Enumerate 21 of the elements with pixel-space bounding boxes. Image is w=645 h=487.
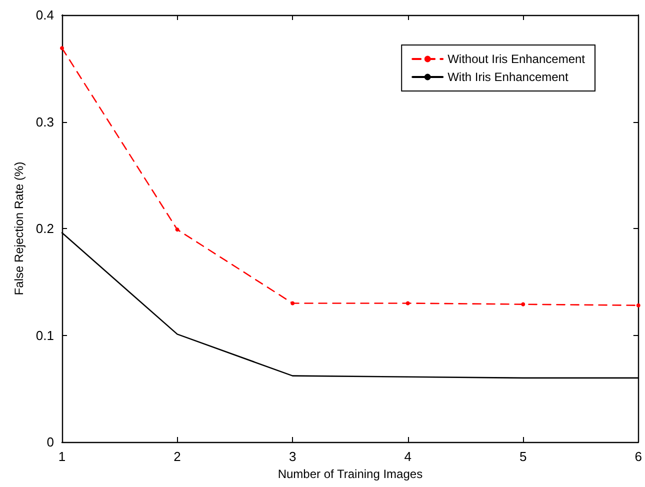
- x-tick-label: 4: [404, 449, 412, 464]
- point: [636, 303, 640, 308]
- x-axis-title: Number of Training Images: [278, 466, 423, 481]
- point: [406, 301, 410, 306]
- x-tick-label: 3: [288, 449, 296, 464]
- point: [521, 302, 526, 306]
- y-tick-label: 0.1: [36, 328, 54, 343]
- point: [175, 228, 180, 232]
- point: [60, 46, 64, 50]
- point: [290, 301, 295, 306]
- legend-label: With Iris Enhancement: [448, 70, 569, 84]
- y-tick-label: 0.2: [36, 221, 54, 236]
- legend-label: Without Iris Enhancement: [448, 52, 586, 66]
- y-axis-title: False Rejection Rate (%): [12, 162, 26, 296]
- y-tick-label: 0: [46, 434, 54, 450]
- x-tick-label: 2: [174, 449, 181, 464]
- y-tick-label: 0.3: [36, 114, 54, 130]
- x-tick-label: 1: [58, 449, 66, 464]
- x-tick-label: 6: [634, 449, 642, 464]
- y-tick-label: 0.4: [36, 8, 54, 22]
- x-tick-label: 5: [519, 449, 527, 464]
